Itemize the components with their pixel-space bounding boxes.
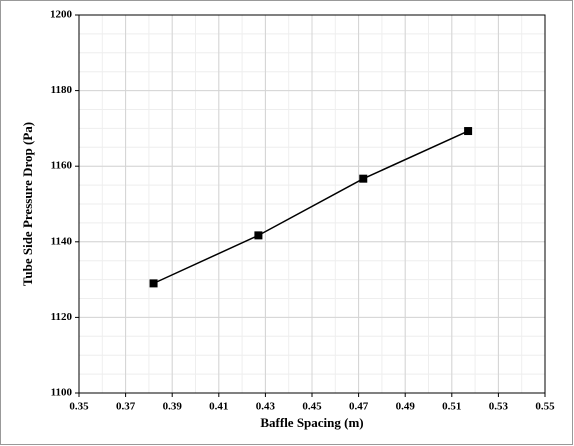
y-tick-label: 1180 <box>51 84 73 96</box>
x-tick-label: 0.43 <box>256 401 276 413</box>
data-point <box>359 174 368 183</box>
x-tick-label: 0.45 <box>302 401 322 413</box>
x-axis-title: Baffle Spacing (m) <box>260 415 363 430</box>
y-axis-title: Tube Side Pressure Drop (Pa) <box>20 122 35 286</box>
x-tick-label: 0.53 <box>489 401 509 413</box>
data-point <box>464 127 473 136</box>
x-tick-label: 0.41 <box>209 401 228 413</box>
data-point <box>149 279 158 288</box>
x-tick-label: 0.37 <box>116 401 136 413</box>
y-tick-label: 1120 <box>51 311 73 323</box>
x-tick-label: 0.35 <box>69 401 89 413</box>
y-tick-label: 1200 <box>50 9 73 21</box>
x-tick-label: 0.39 <box>163 401 183 413</box>
x-tick-label: 0.55 <box>535 401 555 413</box>
plot-border <box>78 14 546 394</box>
x-tick-label: 0.51 <box>442 401 461 413</box>
y-tick-label: 1100 <box>51 387 73 399</box>
y-tick-label: 1160 <box>51 160 73 172</box>
series-line <box>153 130 469 285</box>
x-tick-label: 0.49 <box>396 401 416 413</box>
x-tick-label: 0.47 <box>349 401 369 413</box>
data-point <box>254 231 263 240</box>
y-tick-label: 1140 <box>51 235 73 247</box>
